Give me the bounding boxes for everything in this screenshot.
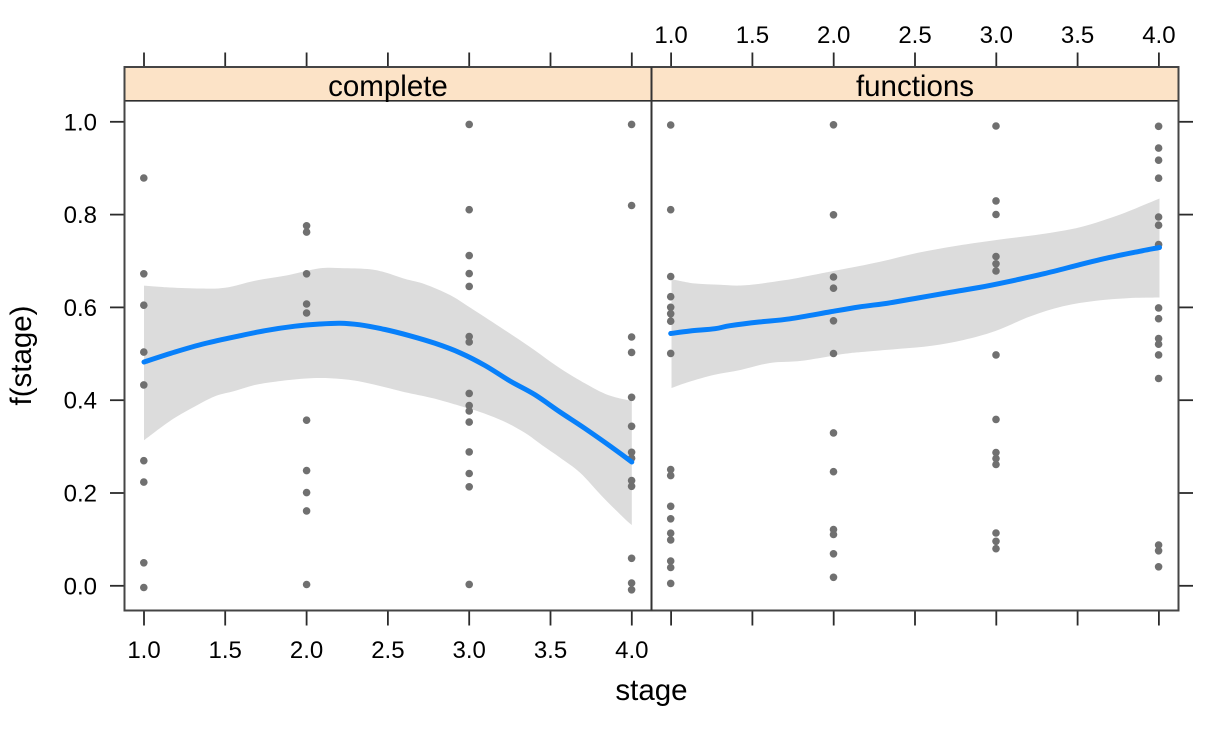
svg-text:1.0: 1.0 <box>64 109 97 136</box>
svg-text:1.0: 1.0 <box>127 637 160 664</box>
svg-text:stage: stage <box>615 674 687 707</box>
svg-text:1.5: 1.5 <box>209 637 242 664</box>
svg-text:0.2: 0.2 <box>64 481 97 508</box>
svg-text:1.5: 1.5 <box>736 22 769 49</box>
svg-text:2.0: 2.0 <box>290 637 323 664</box>
svg-text:0.8: 0.8 <box>64 202 97 229</box>
svg-text:functions: functions <box>856 70 974 103</box>
svg-text:3.5: 3.5 <box>534 637 567 664</box>
svg-text:3.5: 3.5 <box>1061 22 1094 49</box>
svg-text:1.0: 1.0 <box>654 22 687 49</box>
svg-text:3.0: 3.0 <box>453 637 486 664</box>
svg-text:0.0: 0.0 <box>64 573 97 600</box>
svg-text:f(stage): f(stage) <box>5 305 38 405</box>
svg-text:0.6: 0.6 <box>64 295 97 322</box>
svg-text:4.0: 4.0 <box>615 637 648 664</box>
svg-text:4.0: 4.0 <box>1142 22 1175 49</box>
svg-text:2.5: 2.5 <box>898 22 931 49</box>
svg-text:complete: complete <box>328 70 448 103</box>
svg-text:2.0: 2.0 <box>817 22 850 49</box>
svg-text:3.0: 3.0 <box>980 22 1013 49</box>
svg-text:0.4: 0.4 <box>64 388 97 415</box>
svg-text:2.5: 2.5 <box>371 637 404 664</box>
